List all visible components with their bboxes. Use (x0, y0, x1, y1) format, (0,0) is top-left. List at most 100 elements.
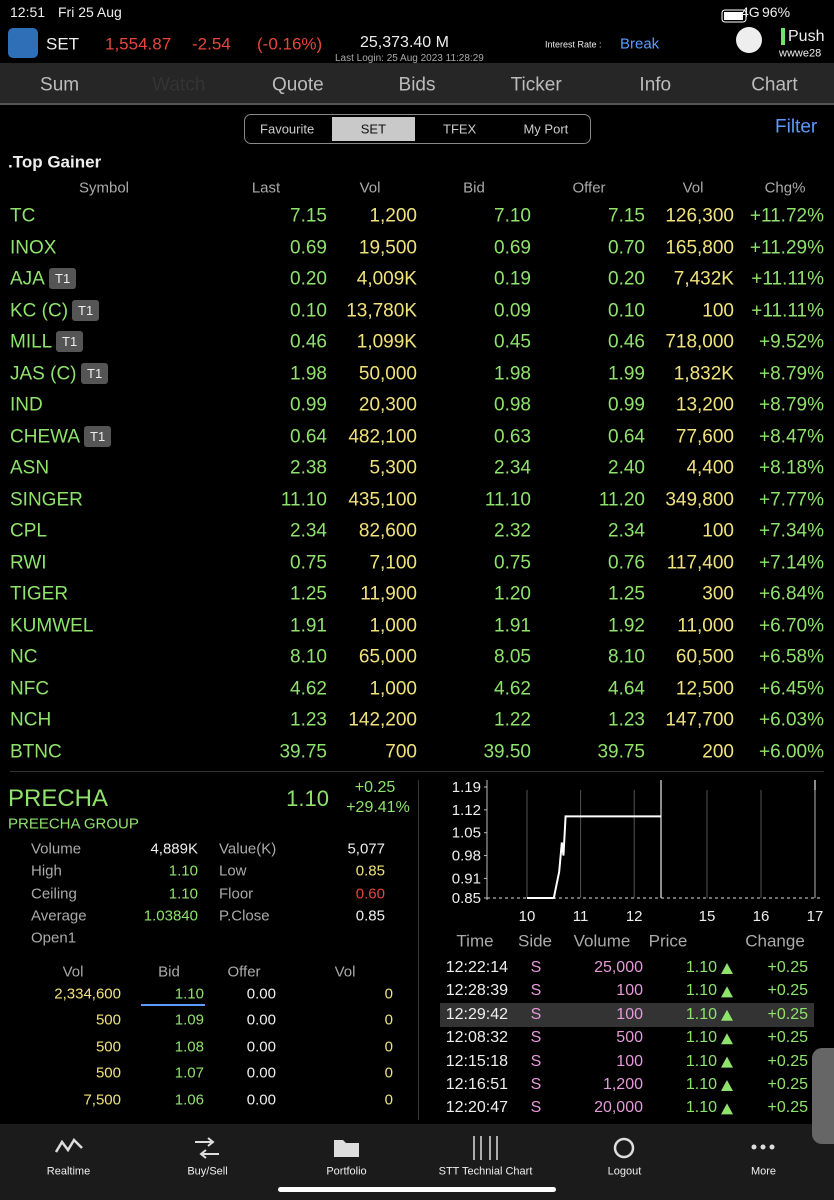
trade-cell: 500 (616, 1029, 643, 1047)
status-time: 12:51 (10, 4, 46, 20)
x-tick-label: 16 (753, 908, 770, 925)
cell: +8.79% (759, 394, 824, 416)
nav-label[interactable]: Portfolio (326, 1165, 367, 1178)
realtime-icon (54, 1137, 83, 1153)
cell: 12,500 (675, 678, 734, 700)
trade-cell: 12:08:32 (445, 1029, 508, 1047)
cell: 482,100 (348, 426, 417, 448)
symbol[interactable]: JAS (C) (10, 363, 77, 385)
stat-label: Volume (31, 840, 82, 858)
list-title: .Top Gainer (8, 152, 102, 172)
x-tick-label: 17 (807, 908, 824, 925)
segment[interactable]: TFEX (443, 121, 477, 137)
symbol[interactable]: SINGER (10, 489, 83, 511)
cell: 0.75 (290, 552, 327, 574)
cell: 1,832K (673, 363, 734, 385)
bid-cell: 1.10 (174, 985, 204, 1003)
cell: 1.98 (494, 363, 531, 385)
trade-header: Side (517, 931, 553, 951)
cell: +7.14% (759, 552, 824, 574)
symbol[interactable]: CPL (10, 520, 47, 542)
column-header: Vol (682, 179, 704, 197)
symbol[interactable]: TIGER (10, 583, 69, 605)
badge: T1 (72, 299, 100, 321)
filter-button[interactable]: Filter (775, 116, 818, 138)
bid-cell: 0.00 (246, 1091, 276, 1109)
symbol[interactable]: NC (10, 646, 38, 668)
cell: 13,780K (346, 300, 417, 322)
trade-cell: 1.10 (685, 1076, 717, 1093)
cell: 7.15 (290, 205, 327, 227)
symbol[interactable]: KC (C) (10, 300, 69, 322)
side-handle[interactable] (812, 1048, 834, 1144)
cell: 0.63 (494, 426, 531, 448)
symbol[interactable]: NFC (10, 678, 50, 700)
up-arrow (721, 1080, 733, 1091)
cell: 0.46 (608, 331, 645, 353)
trade-cell: 100 (616, 982, 643, 1000)
tab[interactable]: Bids (398, 74, 436, 96)
up-arrow (721, 1056, 733, 1068)
cell: +6.70% (759, 615, 824, 637)
cell: 0.64 (290, 426, 327, 448)
cell: 0.70 (608, 237, 645, 259)
cell: 2.34 (290, 520, 327, 542)
trade-cell: S (530, 1076, 542, 1093)
tab[interactable]: Info (639, 74, 672, 96)
nav-label[interactable]: More (750, 1165, 777, 1178)
cell: 700 (385, 741, 417, 763)
cell: 1.23 (608, 709, 645, 731)
nav-label[interactable]: Buy/Sell (187, 1165, 228, 1178)
badge: T1 (49, 268, 77, 290)
profile-icon[interactable] (736, 27, 762, 53)
symbol[interactable]: CHEWA (10, 426, 81, 448)
stat-value: 1.10 (168, 862, 198, 880)
symbol[interactable]: TC (10, 205, 36, 227)
cell: 4,009K (356, 268, 417, 290)
cell: 1.25 (608, 583, 645, 605)
symbol[interactable]: IND (10, 394, 43, 416)
cell: 1,200 (369, 205, 417, 227)
tab[interactable]: Chart (751, 74, 798, 96)
x-tick-label: 10 (519, 908, 536, 925)
column-header: Bid (463, 179, 485, 197)
cell: 65,000 (358, 646, 417, 668)
nav-label[interactable]: Realtime (46, 1165, 91, 1178)
cell: +8.47% (759, 426, 824, 448)
segment[interactable]: Favourite (260, 121, 315, 137)
segment[interactable]: SET (360, 121, 387, 137)
cell: 8.10 (290, 646, 327, 668)
symbol[interactable]: BTNC (10, 741, 62, 763)
stat-value: 4,889K (150, 840, 198, 858)
segment[interactable]: My Port (523, 121, 569, 137)
symbol[interactable]: RWI (10, 552, 47, 574)
badge: T1 (56, 331, 84, 353)
bid-cell: 0 (384, 1011, 393, 1029)
cell: 7.10 (494, 205, 531, 227)
tab[interactable]: Quote (271, 74, 324, 96)
symbol[interactable]: INOX (10, 237, 57, 259)
logout-icon (613, 1137, 635, 1159)
market-name: SET (46, 34, 80, 54)
tab[interactable]: Ticker (510, 74, 562, 96)
active-segment[interactable] (332, 117, 415, 141)
symbol[interactable]: MILL (10, 331, 53, 353)
nav-label[interactable]: STT Technial Chart (438, 1165, 533, 1178)
cell: 0.99 (290, 394, 327, 416)
bid-cell: 7,500 (83, 1091, 121, 1109)
cell: 200 (702, 741, 734, 763)
cell: +11.11% (751, 300, 824, 322)
symbol[interactable]: KUMWEL (10, 615, 94, 637)
divider (10, 771, 824, 772)
status-date: Fri 25 Aug (58, 4, 122, 20)
trade-cell: +0.25 (767, 1005, 808, 1023)
symbol[interactable]: NCH (10, 709, 52, 731)
push-label[interactable]: Push (788, 28, 825, 45)
symbol[interactable]: ASN (10, 457, 50, 479)
trade-cell: 12:28:39 (445, 982, 508, 1000)
cell: 1.98 (290, 363, 327, 385)
nav-label[interactable]: Logout (607, 1165, 642, 1178)
tab[interactable]: Watch (152, 74, 206, 96)
symbol[interactable]: AJA (10, 268, 45, 290)
tab[interactable]: Sum (40, 74, 80, 96)
